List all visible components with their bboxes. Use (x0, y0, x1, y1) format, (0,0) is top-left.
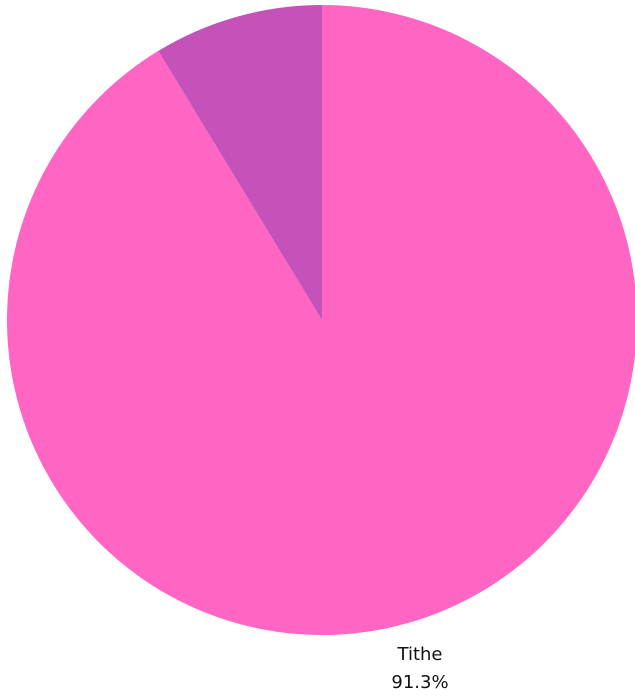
pie-slice-tithe (7, 5, 635, 635)
pie-slice-other-1 (158, 5, 322, 320)
slice-label-name: Tithe (397, 644, 443, 665)
slice-label-value: 91.3% (391, 672, 448, 693)
pie-slices (7, 5, 635, 635)
pie-labels: Tithe 91.3% (391, 644, 448, 693)
